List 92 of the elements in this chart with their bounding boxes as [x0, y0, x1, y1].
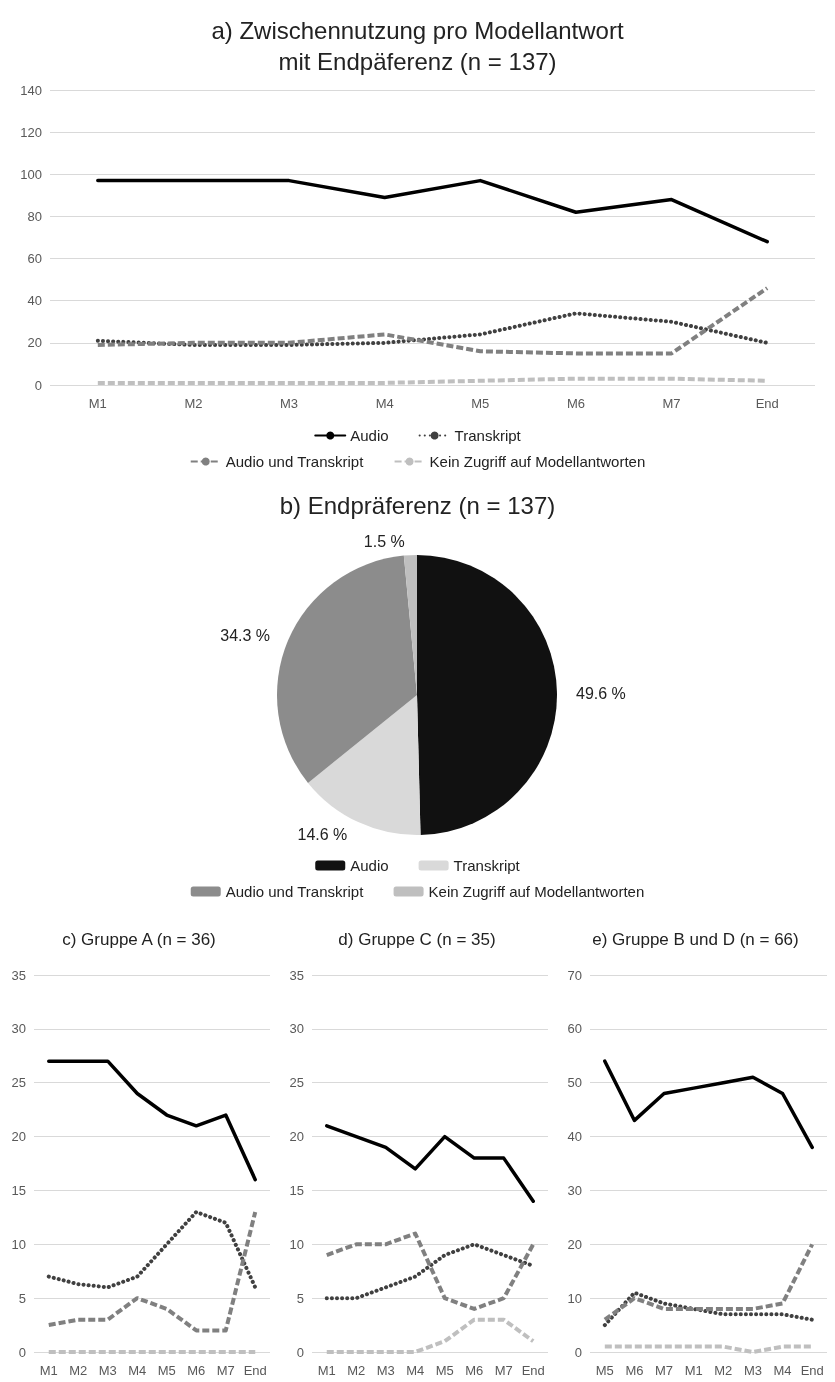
- x-tick-label: M4: [773, 1363, 792, 1378]
- x-tick-label: M3: [376, 1363, 395, 1378]
- y-tick-label: 20: [27, 335, 42, 351]
- legend-label: Audio und Transkript: [225, 453, 365, 470]
- y-tick-label: 5: [18, 1290, 26, 1306]
- legend-label: Audio: [350, 857, 389, 874]
- y-tick-label: 30: [567, 1182, 582, 1198]
- x-tick-label: M7: [655, 1363, 674, 1378]
- chart-title: e) Gruppe B und D (n = 66): [592, 929, 799, 949]
- chart-title: c) Gruppe A (n = 36): [62, 929, 216, 949]
- x-tick-label: M7: [216, 1363, 235, 1378]
- x-tick-label: M2: [347, 1363, 366, 1378]
- y-tick-label: 100: [20, 166, 42, 182]
- x-tick-label: M1: [317, 1363, 336, 1378]
- x-tick-label: M1: [39, 1363, 58, 1378]
- x-tick-label: M1: [684, 1363, 703, 1378]
- line-series: [95, 311, 770, 347]
- line-series: [47, 1059, 257, 1182]
- x-tick-label: M2: [184, 396, 203, 411]
- y-tick-label: 25: [289, 1075, 304, 1091]
- y-tick-label: 0: [18, 1344, 26, 1360]
- legend-label: Kein Zugriff auf Modellantworten: [428, 883, 645, 900]
- chart-title: b) Endpräferenz (n = 137): [279, 491, 556, 519]
- data-label: 49.6 %: [575, 684, 626, 702]
- chart-title: d) Gruppe C (n = 35): [338, 929, 496, 949]
- x-tick-label: M6: [465, 1363, 484, 1378]
- line-series: [603, 1059, 814, 1150]
- y-tick-label: 70: [567, 967, 582, 983]
- y-tick-label: 10: [567, 1290, 582, 1306]
- y-tick-label: 50: [567, 1075, 582, 1091]
- x-tick-label: M4: [375, 396, 394, 411]
- x-tick-label: M4: [128, 1363, 147, 1378]
- y-tick-label: 80: [27, 208, 42, 224]
- data-label: 34.3 %: [220, 626, 271, 644]
- x-tick-label: M5: [435, 1363, 454, 1378]
- x-tick-label: M1: [88, 396, 107, 411]
- line-series: [325, 1124, 535, 1203]
- x-tick-label: M4: [406, 1363, 425, 1378]
- x-tick-label: End: [243, 1363, 267, 1378]
- x-tick-label: M3: [98, 1363, 117, 1378]
- y-tick-label: 60: [567, 1021, 582, 1037]
- x-tick-label: M7: [662, 396, 681, 411]
- legend-label: Kein Zugriff auf Modellantworten: [429, 453, 646, 470]
- x-tick-label: End: [521, 1363, 545, 1378]
- line-series: [95, 286, 770, 356]
- x-tick-label: M3: [280, 396, 299, 411]
- y-tick-label: 140: [20, 82, 42, 98]
- line-series: [324, 1231, 536, 1311]
- x-tick-label: M2: [69, 1363, 88, 1378]
- y-tick-label: 20: [289, 1129, 304, 1145]
- line-series: [46, 1209, 258, 1290]
- y-tick-label: 40: [27, 293, 42, 309]
- line-series: [96, 178, 769, 244]
- y-tick-label: 20: [567, 1236, 582, 1252]
- y-tick-label: 35: [289, 967, 304, 983]
- y-tick-label: 120: [20, 124, 42, 140]
- y-tick-label: 10: [11, 1236, 26, 1252]
- x-tick-label: M2: [714, 1363, 733, 1378]
- y-tick-label: 0: [34, 377, 42, 393]
- line-series: [602, 1290, 815, 1328]
- y-tick-label: 40: [567, 1129, 582, 1145]
- y-tick-label: 20: [11, 1129, 26, 1145]
- y-tick-label: 5: [296, 1290, 304, 1306]
- data-label: 14.6 %: [297, 826, 348, 844]
- x-tick-label: M5: [595, 1363, 614, 1378]
- y-tick-label: 0: [296, 1344, 304, 1360]
- y-tick-label: 30: [289, 1021, 304, 1037]
- line-series: [46, 1209, 258, 1333]
- x-tick-label: M5: [471, 396, 490, 411]
- y-tick-label: 30: [11, 1021, 26, 1037]
- y-tick-label: 35: [11, 967, 26, 983]
- x-tick-label: M6: [566, 396, 585, 411]
- x-tick-label: M6: [187, 1363, 206, 1378]
- x-tick-label: M6: [625, 1363, 644, 1378]
- y-tick-label: 15: [11, 1182, 26, 1198]
- legend-label: Transkript: [454, 427, 522, 444]
- legend-label: Audio und Transkript: [225, 883, 365, 900]
- x-tick-label: End: [755, 396, 779, 411]
- legend-label: Transkript: [453, 857, 521, 874]
- x-tick-label: End: [800, 1363, 824, 1378]
- legend-label: Audio: [350, 427, 389, 444]
- chart-title: a) Zwischennutzung pro Modellantwort mit Endpäferenz (n = 137): [211, 17, 624, 76]
- x-tick-label: M3: [743, 1363, 762, 1378]
- y-tick-label: 60: [27, 251, 42, 267]
- y-tick-label: 15: [289, 1182, 304, 1198]
- line-series: [602, 1242, 815, 1322]
- y-tick-label: 0: [574, 1344, 582, 1360]
- x-tick-label: M5: [157, 1363, 176, 1378]
- y-tick-label: 10: [289, 1236, 304, 1252]
- data-label: 1.5 %: [363, 532, 405, 550]
- y-tick-label: 25: [11, 1075, 26, 1091]
- x-tick-label: M7: [494, 1363, 513, 1378]
